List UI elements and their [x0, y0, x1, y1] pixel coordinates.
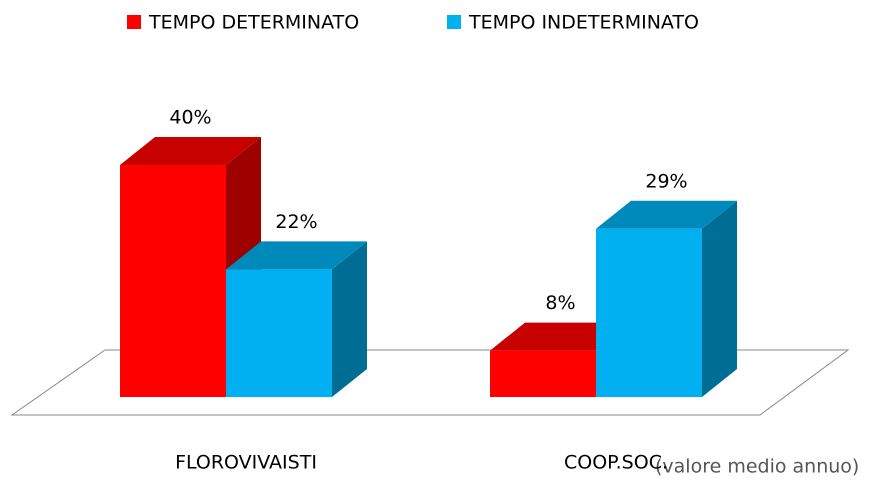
legend-swatch [447, 15, 461, 29]
bar-front [120, 165, 226, 397]
data-label: 40% [169, 107, 211, 129]
bar-top [120, 137, 261, 165]
x-tick-label: COOP.SOC. [564, 452, 668, 474]
bar-side [332, 241, 367, 397]
bar-front [226, 269, 332, 397]
bar [596, 200, 737, 397]
bar-top [596, 200, 737, 229]
data-label: 8% [545, 292, 575, 314]
data-label: 29% [645, 170, 687, 192]
data-label: 22% [275, 211, 317, 233]
bar-top [490, 322, 631, 351]
x-tick-label: FLOROVIVAISTI [175, 452, 317, 474]
legend-label: TEMPO DETERMINATO [148, 12, 359, 34]
legend-swatch [127, 15, 141, 29]
bar [226, 241, 367, 397]
legend-label: TEMPO INDETERMINATO [468, 12, 699, 34]
bar-top [226, 241, 367, 270]
annotation: (valore medio annuo) [655, 456, 859, 478]
bar-side [702, 200, 737, 397]
bar-front [490, 350, 596, 397]
bar-front [596, 228, 702, 397]
